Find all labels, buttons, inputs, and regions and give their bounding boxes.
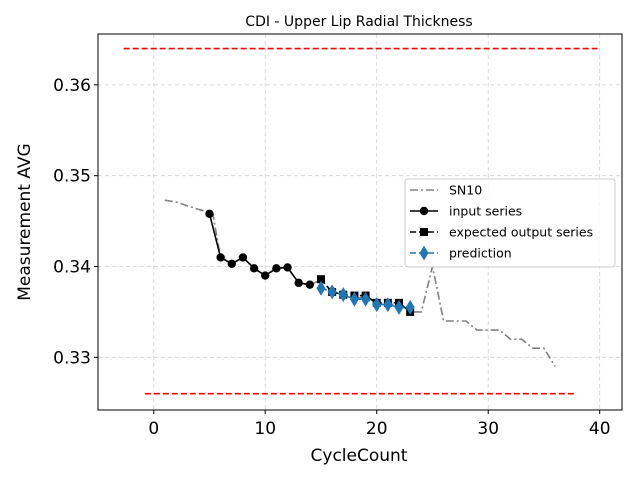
data-point bbox=[205, 209, 214, 219]
y-tick-label: 0.33 bbox=[53, 348, 91, 368]
legend-label: input series bbox=[449, 204, 522, 219]
x-tick-label: 20 bbox=[366, 419, 388, 439]
legend-marker bbox=[419, 206, 429, 216]
data-point bbox=[383, 297, 393, 313]
data-point bbox=[372, 297, 382, 313]
x-tick-label: 40 bbox=[589, 419, 611, 439]
series-1 bbox=[205, 209, 315, 289]
y-tick-label: 0.36 bbox=[53, 76, 91, 96]
legend: SN10 input series expected output series pr… bbox=[404, 178, 616, 268]
x-tick-label: 10 bbox=[254, 419, 276, 439]
x-tick-label: 30 bbox=[477, 419, 499, 439]
data-point bbox=[294, 278, 303, 288]
data-point bbox=[405, 299, 415, 315]
data-point bbox=[361, 291, 371, 307]
data-point bbox=[283, 263, 292, 272]
x-axis-title: CycleCount bbox=[311, 446, 408, 466]
legend-frame bbox=[404, 178, 616, 268]
x-tick-label: 0 bbox=[148, 419, 159, 439]
data-point bbox=[305, 280, 315, 289]
legend-label: SN10 bbox=[449, 183, 482, 198]
limit-lines bbox=[123, 47, 598, 395]
plot-frame bbox=[97, 33, 623, 411]
data-point bbox=[394, 299, 404, 315]
legend-items: SN10 input series expected output series pr… bbox=[410, 183, 593, 261]
legend-label: expected output series bbox=[449, 225, 593, 240]
data-point bbox=[338, 287, 348, 303]
data-point bbox=[227, 259, 236, 268]
data-point bbox=[272, 264, 281, 273]
y-tick-label: 0.35 bbox=[53, 167, 91, 187]
y-axis-ticks: 0.33 0.34 0.35 0.36 bbox=[53, 76, 98, 368]
data-point bbox=[238, 253, 248, 262]
data-point bbox=[316, 275, 325, 284]
y-axis-title: Measurement AVG bbox=[15, 143, 35, 300]
legend-label: prediction bbox=[449, 246, 512, 261]
data-point bbox=[327, 284, 337, 300]
series-line bbox=[208, 213, 310, 286]
data-point bbox=[316, 280, 326, 296]
y-tick-label: 0.34 bbox=[53, 258, 91, 278]
data-point bbox=[261, 271, 270, 280]
legend-marker bbox=[419, 245, 429, 261]
legend-marker bbox=[420, 228, 428, 236]
x-axis-ticks: 0 10 20 30 40 bbox=[148, 410, 611, 439]
chart-title: CDI - Upper Lip Radial Thickness bbox=[245, 14, 472, 30]
series-layer bbox=[164, 199, 556, 367]
data-point bbox=[349, 291, 359, 307]
series-3 bbox=[316, 280, 415, 315]
data-point bbox=[216, 253, 225, 262]
data-point bbox=[249, 264, 259, 273]
